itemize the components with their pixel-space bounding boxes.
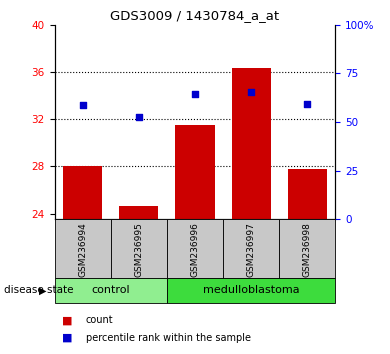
- Text: GSM236994: GSM236994: [78, 222, 87, 277]
- Point: [248, 89, 254, 95]
- Text: GSM236997: GSM236997: [246, 222, 256, 277]
- Text: GSM236996: GSM236996: [190, 222, 200, 277]
- Bar: [111, 219, 167, 278]
- Text: control: control: [91, 285, 130, 295]
- Bar: [55, 219, 111, 278]
- Text: GSM236995: GSM236995: [134, 222, 144, 277]
- Bar: [232, 68, 271, 219]
- Bar: [63, 166, 102, 219]
- Point: [304, 101, 310, 107]
- Text: percentile rank within the sample: percentile rank within the sample: [86, 333, 251, 343]
- Bar: [288, 169, 327, 219]
- Text: medulloblastoma: medulloblastoma: [203, 285, 300, 295]
- Point: [192, 92, 198, 97]
- Bar: [119, 206, 158, 219]
- Point: [80, 102, 86, 108]
- Text: count: count: [86, 315, 113, 325]
- Bar: [279, 219, 335, 278]
- Text: ■: ■: [62, 315, 73, 325]
- Title: GDS3009 / 1430784_a_at: GDS3009 / 1430784_a_at: [110, 9, 280, 22]
- Bar: [55, 278, 167, 303]
- Bar: [176, 125, 214, 219]
- Text: ■: ■: [62, 333, 73, 343]
- Bar: [223, 219, 279, 278]
- Text: disease state: disease state: [4, 285, 73, 295]
- Text: GSM236998: GSM236998: [303, 222, 312, 277]
- Text: ▶: ▶: [39, 285, 47, 295]
- Point: [136, 114, 142, 120]
- Bar: [167, 219, 223, 278]
- Bar: [167, 278, 335, 303]
